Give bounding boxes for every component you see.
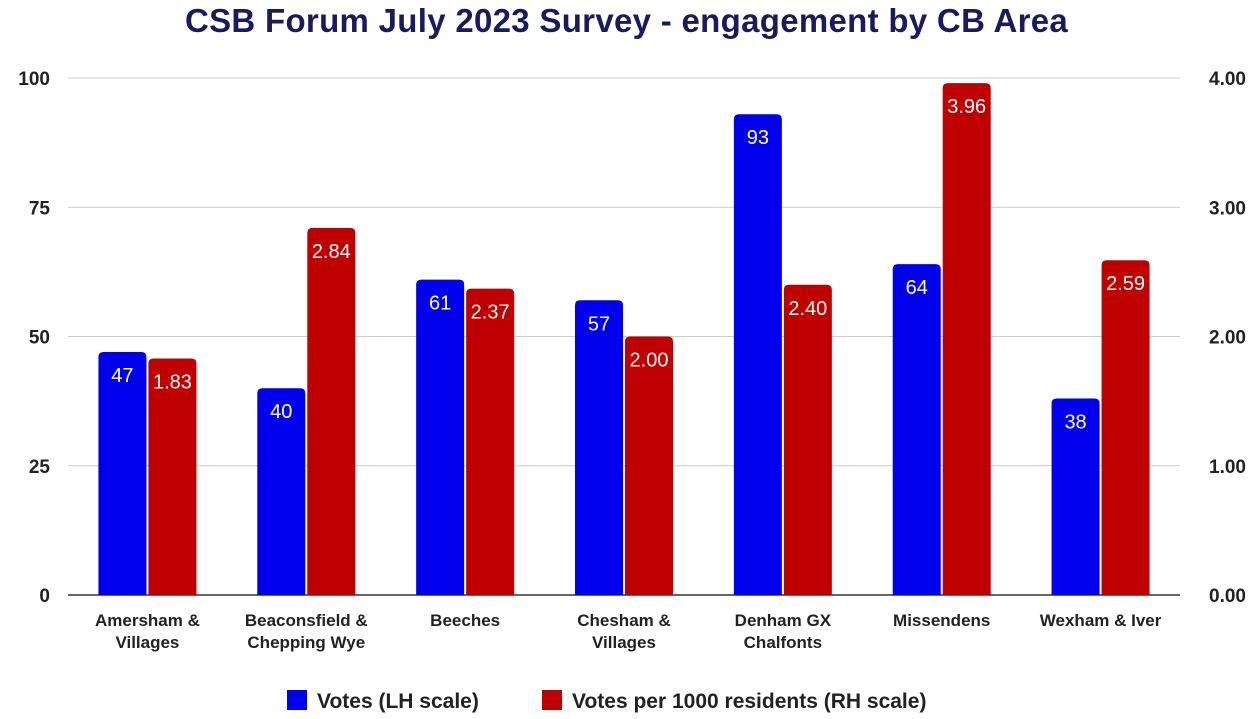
data-label: 47 bbox=[111, 365, 133, 387]
chart-title: CSB Forum July 2023 Survey - engagement … bbox=[184, 2, 1069, 39]
data-label: 2.37 bbox=[471, 302, 510, 324]
y-right-tick-label: 0.00 bbox=[1209, 586, 1246, 607]
votes-bar bbox=[1051, 398, 1100, 595]
y-left-tick-label: 75 bbox=[29, 198, 51, 219]
legend-swatch-votes-per-1000 bbox=[542, 690, 562, 710]
x-category-label: Amersham & bbox=[95, 611, 200, 630]
data-label: 2.00 bbox=[630, 350, 669, 372]
data-label: 40 bbox=[270, 401, 292, 423]
data-label: 64 bbox=[906, 277, 928, 299]
x-category-label: Denham GX bbox=[735, 611, 832, 630]
x-category-label: Beaconsfield & bbox=[245, 611, 368, 630]
x-category-label: Villages bbox=[115, 633, 179, 652]
y-right-tick-label: 3.00 bbox=[1209, 198, 1246, 219]
x-category-label: Chalfonts bbox=[744, 633, 822, 652]
votes-per-1000-bar bbox=[1101, 260, 1150, 595]
data-label: 2.59 bbox=[1106, 273, 1145, 295]
x-category-label: Chepping Wye bbox=[247, 633, 365, 652]
y-left-tick-label: 25 bbox=[29, 457, 51, 478]
votes-per-1000-bar bbox=[307, 227, 356, 595]
votes-bar bbox=[733, 114, 782, 595]
data-label: 2.40 bbox=[788, 298, 827, 320]
y-left-tick-label: 100 bbox=[18, 69, 50, 90]
x-category-label: Chesham & bbox=[577, 611, 671, 630]
x-category-label: Beeches bbox=[430, 611, 500, 630]
data-label: 2.84 bbox=[312, 241, 351, 263]
data-label: 57 bbox=[588, 313, 610, 335]
y-left-tick-label: 50 bbox=[29, 328, 50, 349]
votes-per-1000-bar bbox=[783, 284, 832, 595]
data-label: 61 bbox=[429, 293, 451, 315]
votes-per-1000-bar bbox=[625, 336, 673, 595]
legend-label-votes-per-1000: Votes per 1000 residents (RH scale) bbox=[572, 690, 926, 713]
legend-swatch-votes bbox=[287, 690, 307, 710]
legend-label-votes: Votes (LH scale) bbox=[317, 690, 479, 713]
data-label: 38 bbox=[1064, 412, 1086, 434]
votes-per-1000-bar bbox=[942, 83, 991, 596]
y-right-tick-label: 2.00 bbox=[1209, 328, 1246, 349]
votes-bar bbox=[892, 264, 941, 595]
votes-bar bbox=[257, 388, 306, 595]
votes-per-1000-bar bbox=[148, 358, 197, 595]
data-label: 93 bbox=[747, 127, 769, 149]
votes-bar bbox=[575, 300, 623, 595]
y-right-tick-label: 4.00 bbox=[1209, 69, 1246, 90]
votes-bar bbox=[98, 352, 147, 595]
votes-per-1000-bar bbox=[466, 288, 515, 595]
y-left-tick-label: 0 bbox=[39, 586, 50, 607]
y-right-tick-label: 1.00 bbox=[1209, 457, 1246, 478]
votes-bar bbox=[416, 279, 465, 595]
data-label: 1.83 bbox=[153, 371, 192, 393]
data-label: 3.96 bbox=[947, 96, 986, 118]
x-category-label: Missendens bbox=[893, 611, 990, 630]
x-category-label: Wexham & Iver bbox=[1040, 611, 1162, 630]
x-category-label: Villages bbox=[592, 633, 656, 652]
